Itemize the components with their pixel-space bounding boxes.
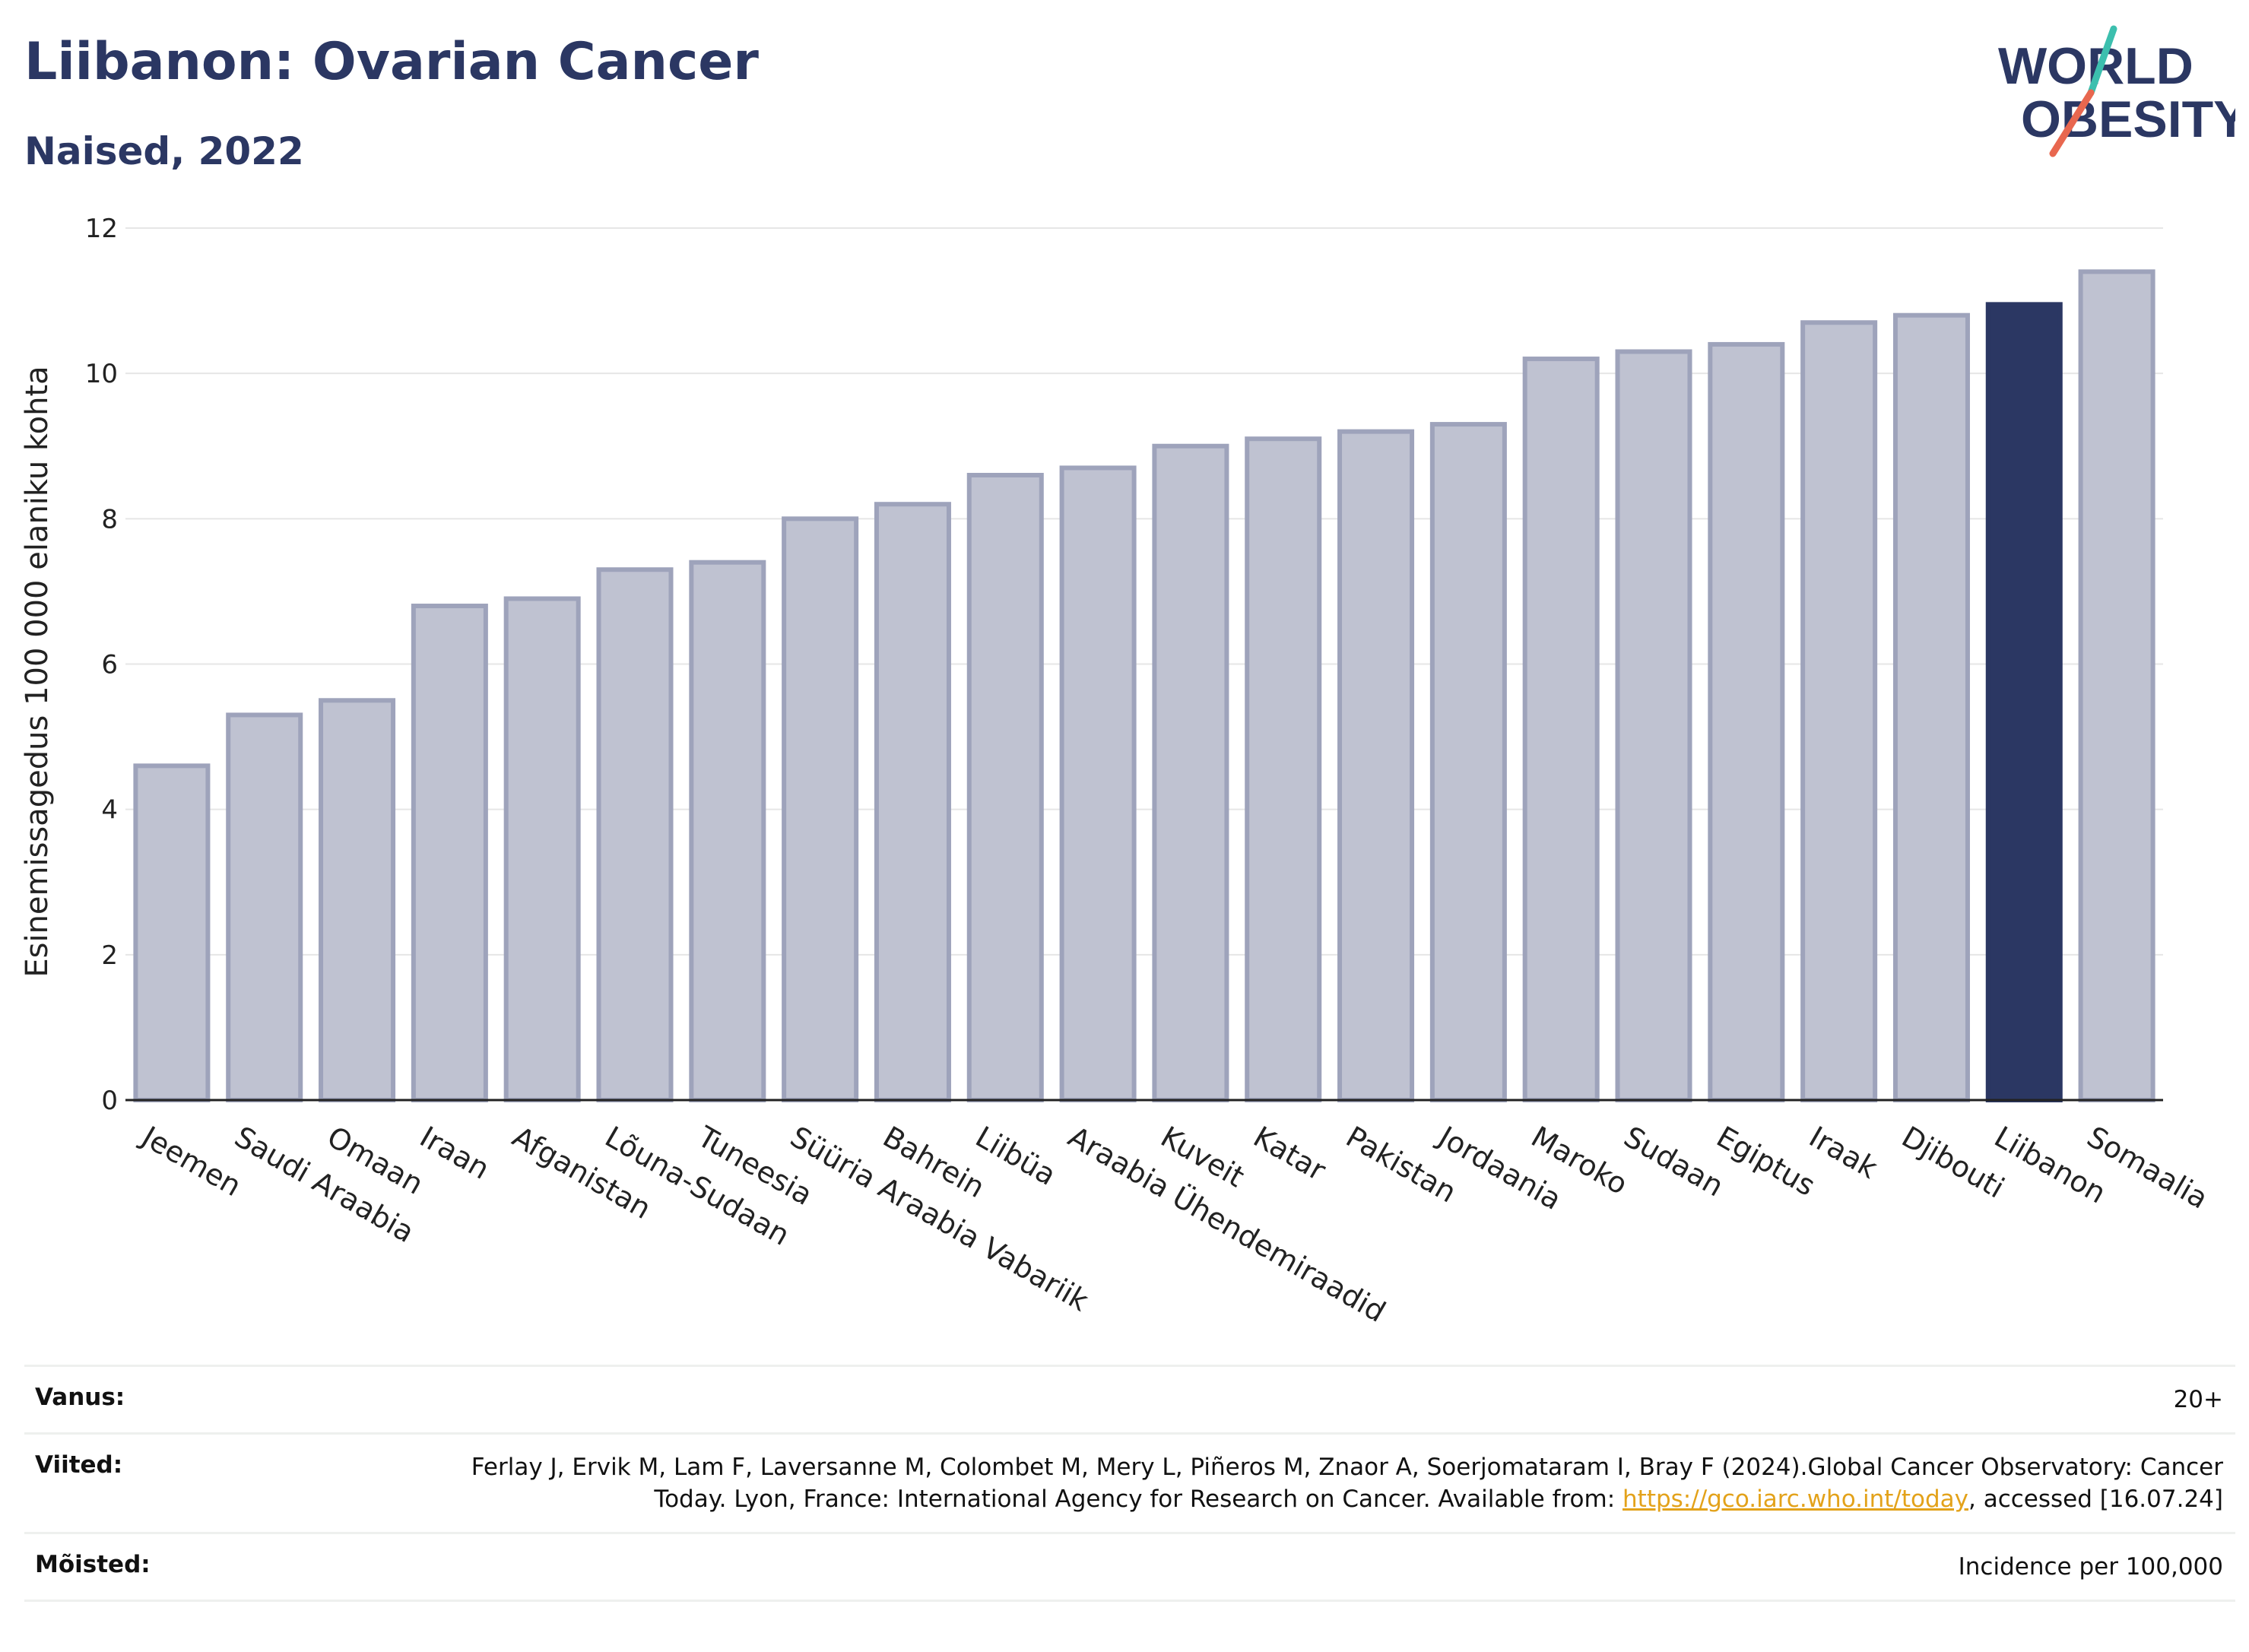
meta-row-definitions: Mõisted: Incidence per 100,000 [24,1532,2235,1602]
x-category-label: Somaalia [2082,1120,2214,1216]
bar-iraak[interactable] [1800,320,1878,1102]
bar-kuveit[interactable] [1152,443,1229,1102]
meta-row-references: Viited: Ferlay J, Ervik M, Lam F, Lavers… [24,1432,2235,1532]
reference-accessed: , accessed [16.07.24] [1968,1486,2223,1513]
meta-row-age: Vanus: 20+ [24,1365,2235,1432]
bar-maroko[interactable] [1522,357,1600,1102]
bar-egiptus[interactable] [1708,341,1785,1102]
bar-lõuna-sudaan[interactable] [596,567,674,1102]
bar-omaan[interactable] [319,698,396,1102]
page-title: Liibanon: Ovarian Cancer [24,32,759,92]
world-obesity-logo: WORLD OBESITY [1998,25,2235,157]
bar-bahrein[interactable] [874,502,951,1102]
bar-pakistan[interactable] [1337,429,1415,1102]
logo-line2: OBESITY [2021,90,2235,148]
y-tick-label: 0 [101,1086,118,1116]
bar-araabia-ühendemiraadid[interactable] [1059,465,1137,1102]
x-category-label: Egiptus [1711,1120,1821,1203]
metadata-table: Vanus: 20+ Viited: Ferlay J, Ervik M, La… [24,1365,2235,1602]
bar-iraan[interactable] [411,604,488,1102]
bar-jeemen[interactable] [133,763,211,1102]
x-category-label: Katar [1248,1120,1331,1187]
meta-value: Ferlay J, Ervik M, Lam F, Laversanne M, … [24,1435,2235,1532]
y-tick-labels: 0 2 4 6 8 10 12 [85,214,118,1116]
bar-katar[interactable] [1245,436,1322,1102]
y-tick-label: 4 [101,795,118,826]
y-tick-label: 12 [85,214,118,244]
bar-djibouti[interactable] [1892,312,1970,1103]
bar-somaalia[interactable] [2078,269,2155,1103]
bars [133,269,2155,1103]
meta-key: Viited: [35,1451,123,1479]
y-tick-label: 8 [101,504,118,534]
logo-slash-teal [2087,25,2117,97]
x-category-label: Jeemen [135,1119,247,1203]
page-subtitle: Naised, 2022 [24,129,304,173]
meta-key: Vanus: [35,1384,125,1411]
bar-süüria-araabia-vabariik[interactable] [782,516,859,1102]
reference-text: Ferlay J, Ervik M, Lam F, Laversanne M, … [471,1454,2223,1513]
bar-liibüa[interactable] [966,472,1044,1102]
bar-saudi-araabia[interactable] [226,712,303,1102]
bar-liibanon[interactable] [1985,302,2063,1102]
logo-slash-coral [2049,89,2095,157]
x-category-label: Sudaan [1619,1120,1730,1203]
bar-sudaan[interactable] [1615,349,1692,1103]
y-tick-label: 6 [101,650,118,680]
bar-afganistan[interactable] [503,596,581,1102]
y-tick-label: 10 [85,359,118,389]
meta-value: Incidence per 100,000 [1958,1553,2223,1581]
bar-jordaania[interactable] [1429,422,1507,1102]
meta-key: Mõisted: [35,1551,151,1578]
y-tick-label: 2 [101,940,118,971]
y-axis-label: Esinemissagedus 100 000 elaniku kohta [20,366,55,977]
x-category-label: Djibouti [1896,1120,2010,1205]
bar-tuneesia[interactable] [689,560,766,1102]
reference-link[interactable]: https://gco.iarc.who.int/today [1623,1486,1968,1513]
meta-value: 20+ [2173,1386,2223,1413]
